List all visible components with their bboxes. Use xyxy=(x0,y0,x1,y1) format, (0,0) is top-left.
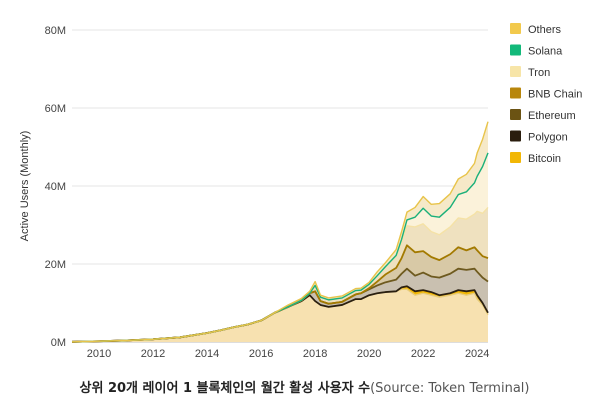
legend: Others Solana Tron BNB Chain Ethereum Polygon… xyxy=(510,23,582,165)
x-tick-label: 2012 xyxy=(141,348,165,360)
x-tick-label: 2024 xyxy=(465,348,489,360)
legend-swatch-bnb-chain xyxy=(510,87,521,99)
x-tick-label: 2018 xyxy=(303,348,327,360)
y-tick-label: 80M xyxy=(45,25,66,37)
area-layer xyxy=(72,121,488,342)
line-others xyxy=(71,121,489,343)
legend-label-tron: Tron xyxy=(528,67,550,79)
y-tick-label: 0M xyxy=(51,337,66,349)
line-layer xyxy=(71,121,489,343)
caption-source: (Source: Token Terminal) xyxy=(370,381,530,396)
area-ethereum xyxy=(72,268,488,342)
axis-layer: 0M 20M 40M 60M 80M 2010 2012 2014 2016 2018 2020 20… xyxy=(45,25,490,360)
y-tick-label: 20M xyxy=(45,259,66,271)
legend-label-others: Others xyxy=(528,24,562,36)
legend-swatch-solana xyxy=(510,44,521,56)
legend-label-solana: Solana xyxy=(528,46,563,58)
legend-swatch-others xyxy=(510,23,521,34)
legend-swatch-tron xyxy=(510,66,521,77)
stacked-area-chart: 0M 20M 40M 60M 80M 2010 2012 2014 2016 2018 2020 20… xyxy=(19,23,582,360)
x-tick-label: 2020 xyxy=(357,348,381,360)
y-tick-label: 40M xyxy=(45,181,66,193)
area-bitcoin xyxy=(72,289,488,342)
legend-label-bnb-chain: BNB Chain xyxy=(528,89,582,101)
x-tick-label: 2022 xyxy=(411,348,435,360)
x-tick-label: 2016 xyxy=(249,348,273,360)
legend-swatch-ethereum xyxy=(510,109,521,120)
y-axis-label: Active Users (Monthly) xyxy=(19,131,31,242)
y-tick-label: 60M xyxy=(45,103,66,115)
chart-caption: 상위 20개 레이어 1 블록체인의 월간 활성 사용자 수(Source: T… xyxy=(0,377,609,396)
legend-label-bitcoin: Bitcoin xyxy=(528,153,561,165)
legend-label-ethereum: Ethereum xyxy=(528,110,576,122)
caption-title: 상위 20개 레이어 1 블록체인의 월간 활성 사용자 수 xyxy=(79,381,371,396)
x-tick-label: 2014 xyxy=(195,348,219,360)
legend-swatch-polygon xyxy=(510,130,521,142)
x-tick-label: 2010 xyxy=(87,348,111,360)
legend-label-polygon: Polygon xyxy=(528,132,568,144)
legend-swatch-bitcoin xyxy=(510,152,521,163)
